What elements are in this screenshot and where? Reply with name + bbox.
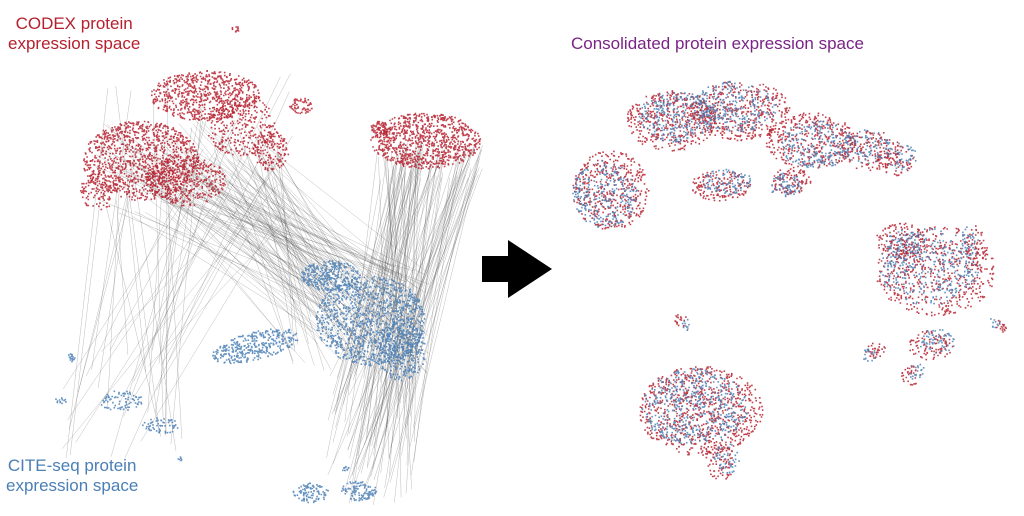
cite-seq-space-label: CITE-seq protein expression space: [6, 456, 138, 496]
cite-label-line1: CITE-seq protein: [7, 456, 137, 475]
cite-seq-point-cloud: [55, 260, 426, 504]
consolidated-space-label: Consolidated protein expression space: [571, 34, 864, 53]
codex-space-label: CODEX protein expression space: [8, 14, 140, 54]
codex-label-line1: CODEX protein: [15, 14, 133, 33]
cite-label-line2: expression space: [6, 476, 139, 495]
codex-label-line2: expression space: [8, 34, 141, 53]
right-arrow-icon: [482, 240, 552, 298]
consolidated-point-cloud: [572, 80, 1007, 480]
codex-point-cloud: [80, 26, 482, 211]
